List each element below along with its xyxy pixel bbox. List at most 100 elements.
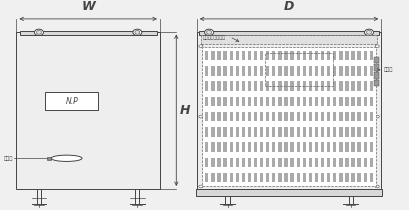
Bar bbox=[200, 35, 376, 44]
Bar bbox=[369, 173, 372, 182]
Text: 端子台: 端子台 bbox=[383, 67, 393, 72]
Bar bbox=[211, 97, 214, 106]
Bar bbox=[223, 112, 226, 121]
Bar bbox=[290, 66, 293, 76]
Bar bbox=[290, 81, 293, 91]
Bar bbox=[235, 158, 238, 167]
Bar bbox=[302, 173, 305, 182]
Bar bbox=[320, 127, 324, 136]
Bar bbox=[223, 142, 226, 152]
Bar bbox=[45, 92, 98, 110]
Bar bbox=[296, 173, 299, 182]
Ellipse shape bbox=[198, 185, 202, 188]
Bar bbox=[283, 97, 287, 106]
Ellipse shape bbox=[198, 115, 202, 118]
Bar bbox=[265, 142, 269, 152]
Bar bbox=[253, 51, 256, 60]
Bar bbox=[235, 112, 238, 121]
Bar bbox=[259, 66, 263, 76]
Bar bbox=[351, 97, 354, 106]
Bar bbox=[326, 158, 330, 167]
Bar bbox=[241, 51, 245, 60]
Bar bbox=[314, 112, 317, 121]
Bar bbox=[211, 127, 214, 136]
Bar bbox=[247, 97, 251, 106]
Bar bbox=[344, 51, 348, 60]
Bar bbox=[247, 81, 251, 91]
Bar bbox=[16, 32, 160, 189]
Bar bbox=[302, 97, 305, 106]
Bar bbox=[283, 81, 287, 91]
Bar bbox=[314, 158, 317, 167]
Bar bbox=[296, 51, 299, 60]
Bar bbox=[217, 81, 220, 91]
Bar bbox=[290, 51, 293, 60]
Bar bbox=[241, 173, 245, 182]
Bar bbox=[241, 127, 245, 136]
Bar bbox=[308, 112, 311, 121]
Bar bbox=[363, 173, 366, 182]
Bar bbox=[217, 51, 220, 60]
Bar bbox=[259, 173, 263, 182]
Bar bbox=[357, 173, 360, 182]
Bar bbox=[253, 112, 256, 121]
Bar bbox=[265, 127, 269, 136]
Ellipse shape bbox=[364, 29, 373, 35]
Bar bbox=[229, 142, 232, 152]
Bar bbox=[308, 51, 311, 60]
Bar bbox=[253, 173, 256, 182]
Bar bbox=[229, 127, 232, 136]
Bar bbox=[357, 51, 360, 60]
Text: H: H bbox=[179, 104, 190, 117]
Bar bbox=[253, 142, 256, 152]
Ellipse shape bbox=[374, 45, 378, 47]
Bar bbox=[351, 158, 354, 167]
Bar bbox=[320, 142, 324, 152]
Bar bbox=[320, 173, 324, 182]
Bar bbox=[283, 51, 287, 60]
Bar bbox=[351, 112, 354, 121]
Bar bbox=[357, 112, 360, 121]
Bar bbox=[314, 97, 317, 106]
Bar bbox=[259, 81, 263, 91]
Bar bbox=[338, 127, 342, 136]
Bar bbox=[351, 127, 354, 136]
Bar bbox=[272, 66, 275, 76]
Bar bbox=[272, 81, 275, 91]
Bar bbox=[314, 51, 317, 60]
Bar bbox=[283, 66, 287, 76]
Bar bbox=[326, 142, 330, 152]
Bar bbox=[363, 127, 366, 136]
Bar bbox=[326, 66, 330, 76]
Bar bbox=[290, 142, 293, 152]
Bar bbox=[363, 81, 366, 91]
Bar bbox=[278, 81, 281, 91]
Bar bbox=[344, 127, 348, 136]
Bar bbox=[283, 112, 287, 121]
Ellipse shape bbox=[374, 185, 378, 188]
Bar bbox=[278, 112, 281, 121]
Ellipse shape bbox=[206, 30, 211, 34]
Bar bbox=[338, 51, 342, 60]
Bar bbox=[320, 97, 324, 106]
Bar bbox=[272, 112, 275, 121]
Bar bbox=[373, 80, 378, 86]
Bar bbox=[217, 112, 220, 121]
Bar bbox=[332, 51, 336, 60]
Bar bbox=[229, 173, 232, 182]
Bar bbox=[363, 66, 366, 76]
Text: D: D bbox=[283, 0, 294, 13]
Bar bbox=[326, 173, 330, 182]
Bar bbox=[204, 173, 208, 182]
Bar bbox=[290, 97, 293, 106]
Bar bbox=[265, 158, 269, 167]
Bar bbox=[259, 127, 263, 136]
Ellipse shape bbox=[374, 115, 378, 118]
Bar bbox=[332, 112, 336, 121]
Bar bbox=[308, 158, 311, 167]
Bar bbox=[320, 51, 324, 60]
Bar bbox=[278, 97, 281, 106]
Ellipse shape bbox=[36, 30, 41, 34]
Ellipse shape bbox=[198, 45, 202, 47]
Bar bbox=[223, 158, 226, 167]
